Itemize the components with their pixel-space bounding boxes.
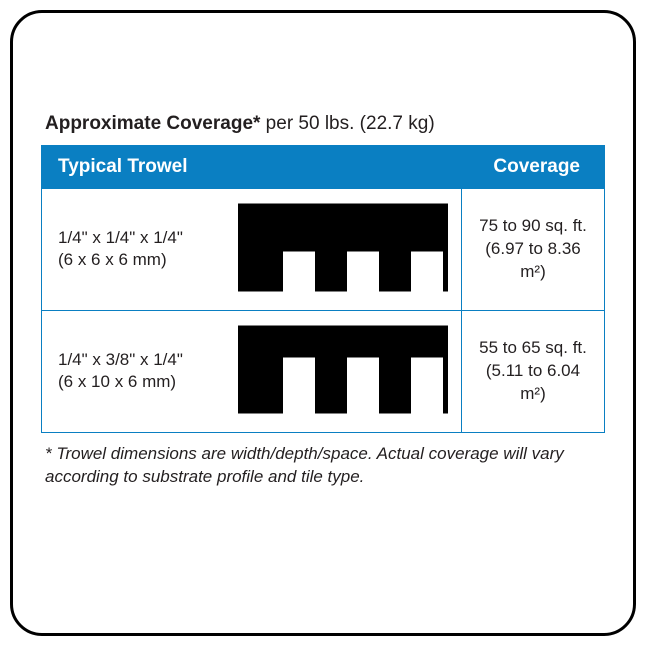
coverage-metric: (6.97 to 8.36 m²) [472,238,594,284]
cell-coverage: 75 to 90 sq. ft. (6.97 to 8.36 m²) [462,189,605,311]
dims-metric: (6 x 10 x 6 mm) [58,372,183,395]
coverage-card: Approximate Coverage* per 50 lbs. (22.7 … [10,10,636,636]
coverage-imperial: 55 to 65 sq. ft. [472,337,594,360]
trowel-dimensions: 1/4" x 1/4" x 1/4" (6 x 6 x 6 mm) [58,227,183,273]
coverage-value: 55 to 65 sq. ft. (5.11 to 6.04 m²) [462,337,604,406]
col-header-coverage: Coverage [462,146,605,189]
trowel-profile-icon [238,325,448,418]
trowel-profile-icon [238,203,448,296]
cell-trowel: 1/4" x 3/8" x 1/4" (6 x 10 x 6 mm) [42,311,462,433]
cell-trowel: 1/4" x 1/4" x 1/4" (6 x 6 x 6 mm) [42,189,462,311]
cell-coverage: 55 to 65 sq. ft. (5.11 to 6.04 m²) [462,311,605,433]
card-title: Approximate Coverage* per 50 lbs. (22.7 … [41,113,605,135]
table-row: 1/4" x 1/4" x 1/4" (6 x 6 x 6 mm) 75 to … [42,189,605,311]
dims-imperial: 1/4" x 1/4" x 1/4" [58,227,183,250]
coverage-value: 75 to 90 sq. ft. (6.97 to 8.36 m²) [462,215,604,284]
title-rest: per 50 lbs. (22.7 kg) [260,113,434,134]
coverage-table: Typical Trowel Coverage 1/4" x 1/4" x 1/… [41,145,605,433]
footnote: * Trowel dimensions are width/depth/spac… [41,443,605,489]
dims-metric: (6 x 6 x 6 mm) [58,250,183,273]
coverage-imperial: 75 to 90 sq. ft. [472,215,594,238]
trowel-dimensions: 1/4" x 3/8" x 1/4" (6 x 10 x 6 mm) [58,349,183,395]
title-bold: Approximate Coverage* [45,113,260,134]
dims-imperial: 1/4" x 3/8" x 1/4" [58,349,183,372]
coverage-metric: (5.11 to 6.04 m²) [472,360,594,406]
col-header-trowel: Typical Trowel [42,146,462,189]
table-header-row: Typical Trowel Coverage [42,146,605,189]
table-row: 1/4" x 3/8" x 1/4" (6 x 10 x 6 mm) 55 to… [42,311,605,433]
